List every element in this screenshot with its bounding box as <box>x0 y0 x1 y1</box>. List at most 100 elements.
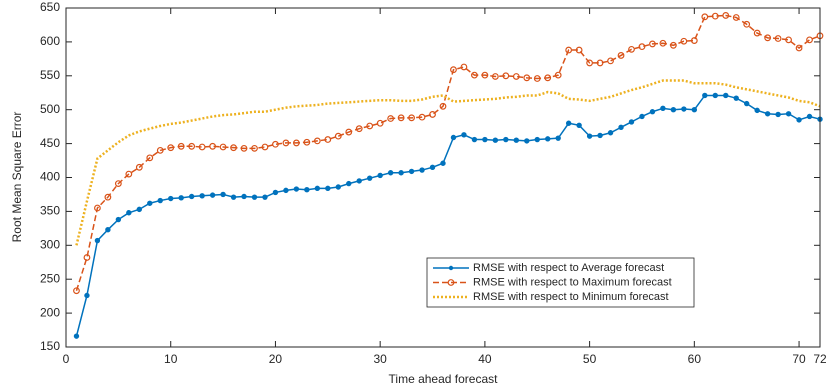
legend-box <box>426 257 695 308</box>
data-point <box>199 193 205 199</box>
data-point <box>251 144 258 152</box>
data-point <box>355 125 363 133</box>
data-point <box>136 206 143 213</box>
data-point <box>188 193 195 200</box>
data-point <box>586 59 594 67</box>
data-point <box>722 12 730 19</box>
data-point <box>638 43 646 51</box>
data-point <box>576 122 582 128</box>
data-point <box>157 197 163 204</box>
data-point <box>272 189 279 196</box>
data-point <box>84 292 90 299</box>
data-point <box>754 107 760 114</box>
x-tick-label: 70 <box>792 352 806 366</box>
data-point <box>94 237 101 244</box>
data-point <box>764 34 772 42</box>
y-tick-label: 500 <box>40 102 60 116</box>
x-tick-label: 40 <box>478 352 492 366</box>
data-point <box>461 132 467 138</box>
data-point <box>534 136 540 143</box>
data-point <box>565 120 572 126</box>
data-point <box>387 170 394 176</box>
data-point <box>376 119 384 127</box>
data-point <box>241 193 247 200</box>
x-tick-label: 50 <box>583 352 597 366</box>
x-tick-label: 10 <box>164 352 178 366</box>
data-point <box>313 137 321 145</box>
series-line <box>75 79 821 246</box>
data-point <box>198 143 206 151</box>
data-point <box>324 136 332 143</box>
data-point <box>628 45 635 53</box>
data-point <box>639 113 645 120</box>
y-tick-label: 400 <box>40 170 60 184</box>
data-point <box>513 137 520 143</box>
data-point <box>597 132 603 139</box>
series-line <box>75 14 821 291</box>
data-point <box>460 63 468 71</box>
data-point <box>377 172 383 179</box>
data-point <box>104 193 112 201</box>
data-point <box>304 187 310 193</box>
data-point <box>366 175 373 181</box>
data-point <box>387 115 395 122</box>
data-point <box>669 41 677 49</box>
x-tick-label: 0 <box>63 352 70 366</box>
y-tick-label: 650 <box>40 0 60 14</box>
data-point <box>262 194 268 200</box>
legend-label: RMSE with respect to Average forecast <box>473 262 664 274</box>
data-point <box>660 105 666 112</box>
data-point <box>230 144 237 152</box>
y-tick-label: 300 <box>40 237 60 251</box>
legend-label: RMSE with respect to Maximum forecast <box>473 276 672 288</box>
data-point <box>586 133 593 139</box>
data-point <box>524 138 530 144</box>
x-tick-label: 72 <box>813 352 826 366</box>
data-point <box>732 14 740 21</box>
data-point <box>334 132 342 140</box>
data-point <box>796 117 802 123</box>
data-point <box>554 71 562 79</box>
data-point <box>188 142 196 150</box>
data-point <box>126 210 132 216</box>
data-point <box>502 72 510 80</box>
data-point <box>114 180 122 188</box>
data-point <box>209 142 217 150</box>
data-point <box>702 92 708 99</box>
data-point <box>617 52 625 59</box>
data-point <box>398 170 404 176</box>
legend: RMSE with respect to Average forecast RMS… <box>426 257 695 308</box>
data-point <box>178 195 184 201</box>
data-point <box>607 57 614 65</box>
data-point <box>220 191 226 198</box>
data-point <box>607 130 614 136</box>
legend-label: RMSE with respect to Minimum forecast <box>473 291 669 303</box>
data-point <box>429 111 436 118</box>
data-point <box>481 71 489 79</box>
data-point <box>440 160 446 166</box>
data-point <box>292 139 300 147</box>
data-point <box>533 75 541 82</box>
x-tick-label: 30 <box>373 352 387 366</box>
data-point <box>83 254 91 261</box>
data-point <box>774 35 782 42</box>
data-point <box>408 114 415 122</box>
data-point <box>219 143 227 151</box>
y-tick-label: 250 <box>40 271 60 285</box>
data-point <box>503 136 509 143</box>
data-point <box>491 73 499 80</box>
data-point <box>115 216 122 223</box>
y-tick-label: 550 <box>40 68 60 82</box>
data-point <box>764 111 771 117</box>
data-point <box>691 107 698 113</box>
plot-frame <box>65 7 821 348</box>
data-point <box>795 44 803 52</box>
data-point <box>209 192 216 198</box>
data-point <box>785 36 792 44</box>
y-tick-label: 450 <box>40 136 60 150</box>
data-point <box>471 71 478 79</box>
data-point <box>523 74 531 82</box>
data-point <box>492 137 499 143</box>
data-point <box>723 92 729 99</box>
